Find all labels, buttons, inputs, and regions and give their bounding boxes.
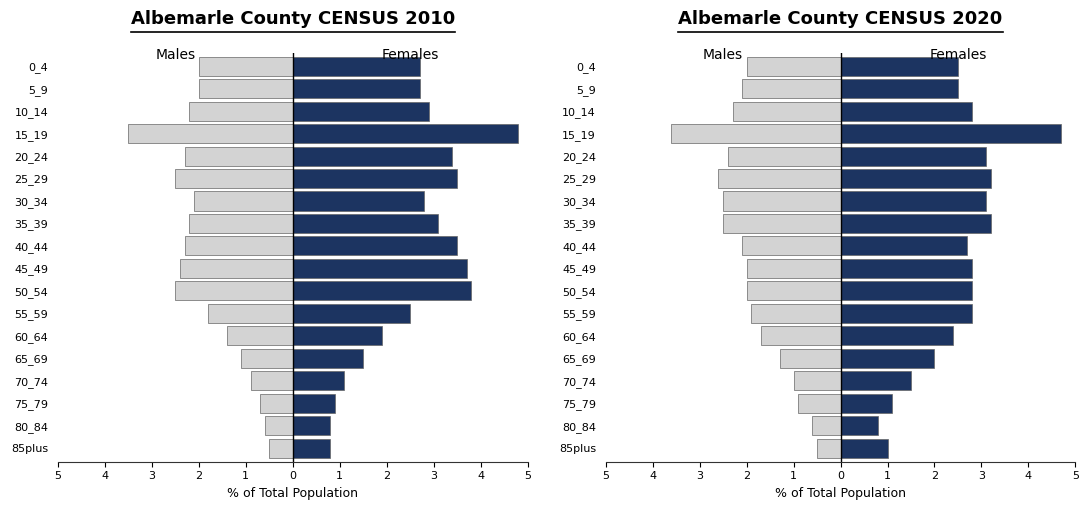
Bar xyxy=(840,124,1062,143)
Bar xyxy=(840,57,958,76)
Bar xyxy=(190,102,293,121)
Bar xyxy=(671,124,840,143)
Bar xyxy=(293,79,420,98)
Text: Males: Males xyxy=(703,48,743,62)
Bar xyxy=(198,57,293,76)
X-axis label: % of Total Population: % of Total Population xyxy=(228,487,359,500)
Bar xyxy=(293,147,452,166)
Text: Albemarle County CENSUS 2010: Albemarle County CENSUS 2010 xyxy=(131,10,455,28)
Bar xyxy=(723,192,840,211)
Bar xyxy=(840,304,972,323)
Bar xyxy=(751,304,840,323)
Text: Males: Males xyxy=(155,48,195,62)
Bar xyxy=(840,393,893,413)
Bar xyxy=(293,57,420,76)
Bar xyxy=(293,102,429,121)
Bar xyxy=(293,416,330,435)
Text: Females: Females xyxy=(930,48,986,62)
Bar xyxy=(293,371,344,390)
Bar xyxy=(227,326,293,345)
Bar xyxy=(723,214,840,233)
Bar xyxy=(185,237,293,256)
Bar xyxy=(840,192,986,211)
Bar xyxy=(198,79,293,98)
Bar xyxy=(840,237,967,256)
Bar xyxy=(293,438,330,458)
Bar xyxy=(180,259,293,278)
Bar xyxy=(175,169,293,188)
X-axis label: % of Total Population: % of Total Population xyxy=(775,487,906,500)
Bar xyxy=(840,282,972,300)
Bar xyxy=(293,192,424,211)
Bar xyxy=(251,371,293,390)
Bar xyxy=(293,282,471,300)
Bar xyxy=(840,214,991,233)
Bar xyxy=(129,124,293,143)
Bar xyxy=(840,371,911,390)
Bar xyxy=(747,259,840,278)
Bar xyxy=(728,147,840,166)
Bar xyxy=(208,304,293,323)
Bar xyxy=(732,102,840,121)
Bar xyxy=(293,214,438,233)
Bar xyxy=(798,393,840,413)
Bar xyxy=(293,349,363,368)
Bar xyxy=(293,124,518,143)
Bar xyxy=(293,304,410,323)
Bar xyxy=(718,169,840,188)
Text: Albemarle County CENSUS 2020: Albemarle County CENSUS 2020 xyxy=(678,10,1003,28)
Bar xyxy=(812,416,840,435)
Bar xyxy=(241,349,293,368)
Bar xyxy=(293,393,335,413)
Bar xyxy=(779,349,840,368)
Bar xyxy=(742,79,840,98)
Bar xyxy=(190,214,293,233)
Bar xyxy=(175,282,293,300)
Bar xyxy=(293,326,382,345)
Bar xyxy=(840,326,954,345)
Bar xyxy=(794,371,840,390)
Text: Females: Females xyxy=(382,48,439,62)
Bar xyxy=(840,259,972,278)
Bar xyxy=(840,147,986,166)
Bar xyxy=(840,102,972,121)
Bar xyxy=(265,416,293,435)
Bar xyxy=(293,237,457,256)
Bar xyxy=(840,416,879,435)
Bar xyxy=(194,192,293,211)
Bar xyxy=(185,147,293,166)
Bar xyxy=(840,349,934,368)
Bar xyxy=(747,282,840,300)
Bar xyxy=(269,438,293,458)
Bar xyxy=(840,438,887,458)
Bar xyxy=(840,169,991,188)
Bar xyxy=(747,57,840,76)
Bar xyxy=(742,237,840,256)
Bar xyxy=(761,326,840,345)
Bar xyxy=(293,259,467,278)
Bar xyxy=(818,438,840,458)
Bar xyxy=(840,79,958,98)
Bar xyxy=(293,169,457,188)
Bar xyxy=(259,393,293,413)
